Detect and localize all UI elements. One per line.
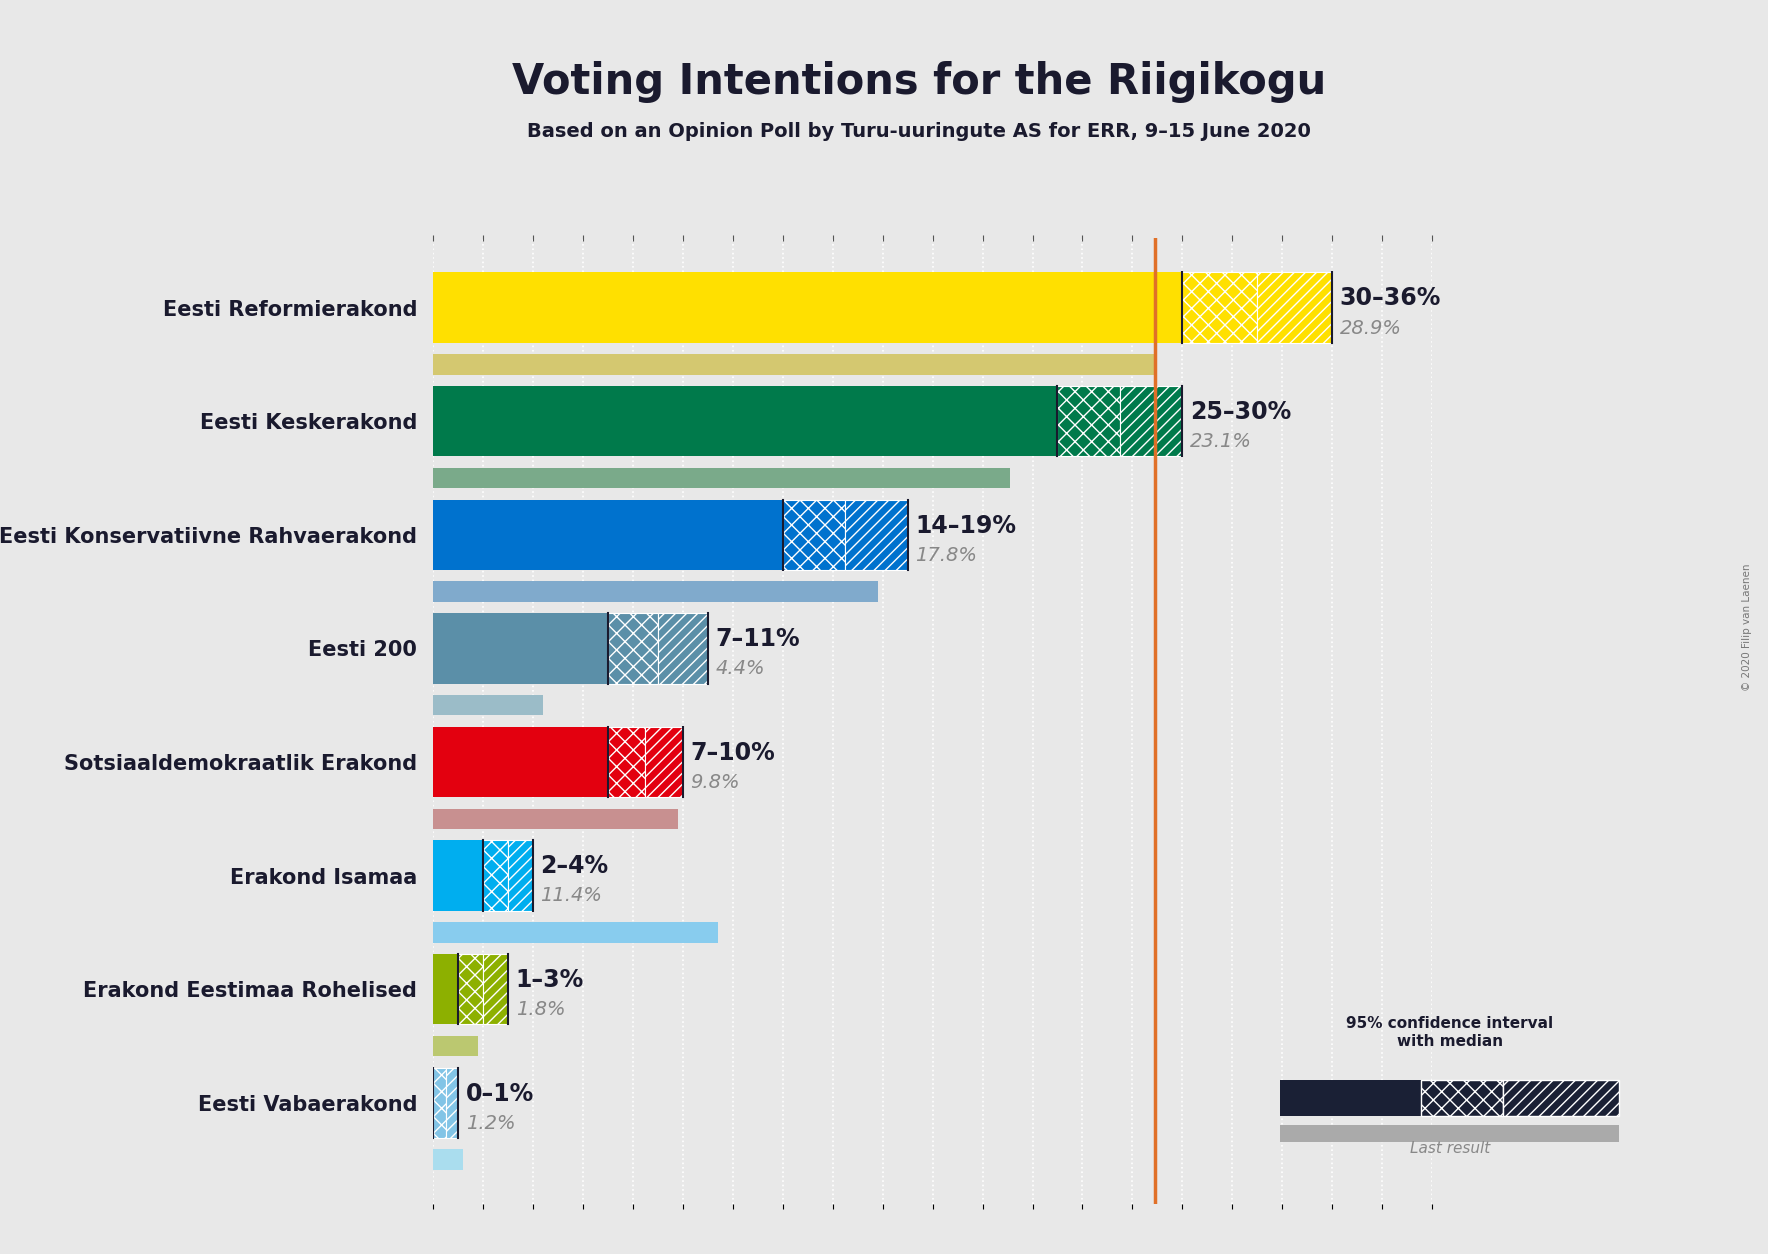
Bar [845,499,907,571]
Text: Voting Intentions for the Riigikogu: Voting Intentions for the Riigikogu [513,60,1326,103]
Bar [1183,272,1257,342]
Bar [433,922,718,943]
Bar [433,727,608,798]
Bar [658,613,707,683]
Bar [433,1150,463,1170]
Text: 23.1%: 23.1% [1190,433,1252,451]
Text: Based on an Opinion Poll by Turu-uuringute AS for ERR, 9–15 June 2020: Based on an Opinion Poll by Turu-uuringu… [527,122,1312,142]
Text: 4.4%: 4.4% [716,660,766,678]
Bar [608,613,658,683]
Bar [433,954,458,1025]
Bar [433,613,608,683]
Bar [608,727,645,798]
Bar [458,954,483,1025]
Bar [645,727,682,798]
Bar [433,272,1183,342]
Text: 7–10%: 7–10% [690,741,774,765]
Bar [433,809,677,829]
Text: 14–19%: 14–19% [916,514,1017,538]
Text: Last result: Last result [1409,1141,1490,1156]
Text: 17.8%: 17.8% [916,545,978,564]
Bar [433,354,1155,375]
Text: 95% confidence interval
with median: 95% confidence interval with median [1345,1016,1554,1048]
Bar [1503,1080,1619,1116]
Text: 7–11%: 7–11% [716,627,799,651]
Bar [433,582,877,602]
Text: 0–1%: 0–1% [465,1082,534,1106]
Text: 11.4%: 11.4% [541,887,603,905]
Text: 2–4%: 2–4% [541,854,608,879]
Bar [1257,272,1333,342]
Bar [433,499,783,571]
Text: 9.8%: 9.8% [690,772,739,791]
Text: 1.2%: 1.2% [465,1114,514,1132]
Bar [1119,386,1183,456]
Text: 1.8%: 1.8% [516,1001,566,1020]
Bar [1280,1126,1619,1141]
Bar [433,1067,446,1137]
Bar [433,695,543,715]
Text: 28.9%: 28.9% [1340,319,1402,337]
Bar [1057,386,1119,456]
Bar [1280,1080,1421,1116]
Bar [1421,1080,1503,1116]
Bar [483,954,507,1025]
Bar [483,840,507,910]
Bar [507,840,534,910]
Text: © 2020 Filip van Laenen: © 2020 Filip van Laenen [1741,563,1752,691]
Bar [433,1036,477,1056]
Bar [783,499,845,571]
Bar [446,1067,458,1137]
Bar [433,468,1010,488]
Bar [433,840,483,910]
Text: 30–36%: 30–36% [1340,286,1441,311]
Text: 1–3%: 1–3% [516,968,583,992]
Text: 25–30%: 25–30% [1190,400,1291,424]
Bar [433,386,1057,456]
